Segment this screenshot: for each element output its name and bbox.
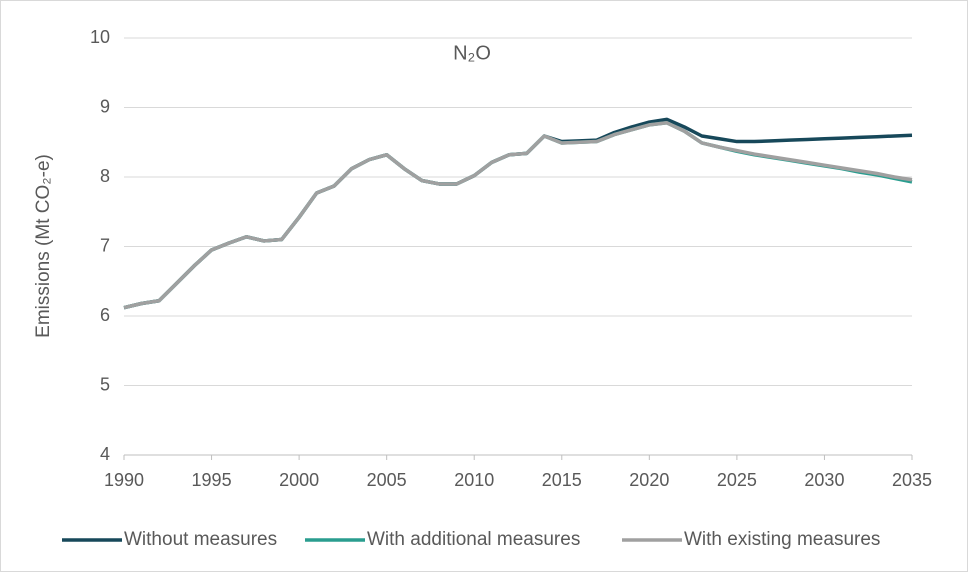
chart-title: N₂O: [453, 42, 491, 64]
x-tick-label: 2000: [279, 470, 319, 490]
y-tick-label: 8: [100, 166, 110, 186]
x-tick-label: 2025: [717, 470, 757, 490]
legend-label: With additional measures: [367, 529, 580, 550]
y-tick-label: 7: [100, 235, 110, 255]
x-tick-label: 2030: [804, 470, 844, 490]
legend-label: Without measures: [124, 529, 277, 550]
y-tick-label: 10: [90, 27, 110, 47]
y-axis-label: Emissions (Mt CO₂-e): [33, 154, 54, 338]
y-tick-label: 4: [100, 444, 110, 464]
x-tick-label: 1990: [104, 470, 144, 490]
x-tick-label: 2020: [629, 470, 669, 490]
y-tick-label: 6: [100, 305, 110, 325]
x-tick-label: 2010: [454, 470, 494, 490]
x-tick-label: 2015: [542, 470, 582, 490]
x-tick-label: 2035: [892, 470, 932, 490]
y-tick-label: 5: [100, 374, 110, 394]
x-tick-label: 2005: [367, 470, 407, 490]
legend-label: With existing measures: [684, 529, 880, 550]
x-tick-label: 1995: [192, 470, 232, 490]
series-line: [123, 121, 913, 310]
y-tick-label: 9: [100, 96, 110, 116]
